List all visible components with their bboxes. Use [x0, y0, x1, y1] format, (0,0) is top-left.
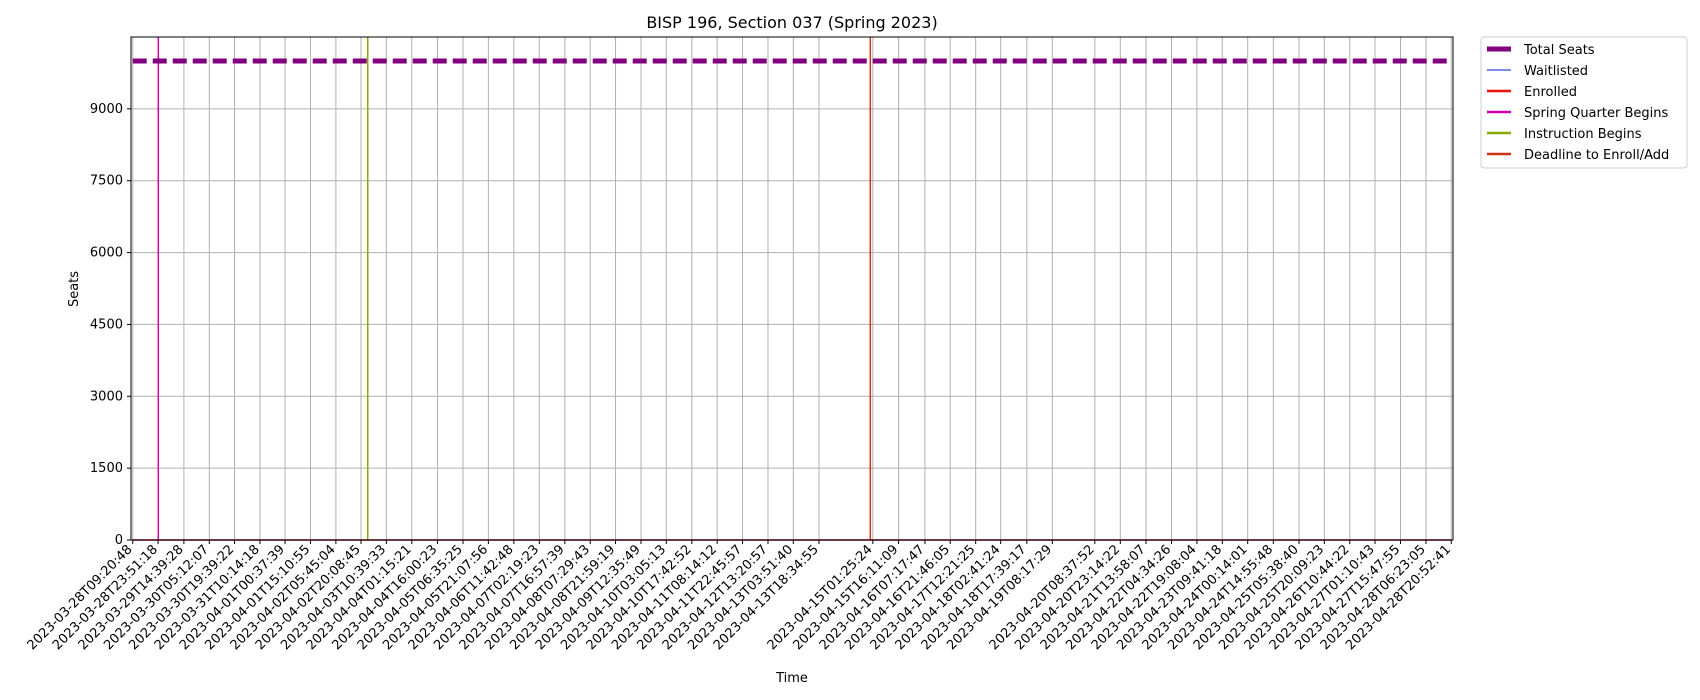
legend-label: Enrolled	[1524, 85, 1577, 100]
legend-label: Waitlisted	[1524, 64, 1588, 79]
event-lines	[157, 37, 872, 540]
x-axis-label: Time	[775, 671, 808, 686]
grid-lines	[131, 37, 1453, 541]
y-tick-label: 6000	[90, 246, 123, 261]
chart-title: BISP 196, Section 037 (Spring 2023)	[646, 13, 937, 32]
x-axis-ticks: 2023-03-28T09:20:482023-03-28T23:51:1820…	[25, 540, 1454, 653]
legend-label: Instruction Begins	[1524, 127, 1642, 142]
y-tick-label: 4500	[90, 317, 123, 332]
y-tick-label: 3000	[90, 389, 123, 404]
legend-label: Total Seats	[1523, 43, 1595, 58]
y-tick-label: 0	[115, 533, 123, 548]
legend-box	[1480, 36, 1688, 169]
legend: Total Seats Waitlisted Enrolled Spring Quar…	[1480, 36, 1688, 169]
y-tick-label: 9000	[90, 102, 123, 117]
plot-background	[131, 37, 1453, 540]
legend-label: Spring Quarter Begins	[1524, 106, 1668, 121]
legend-label: Deadline to Enroll/Add	[1524, 148, 1669, 163]
plot-frame	[130, 36, 1454, 541]
y-tick-label: 1500	[90, 461, 123, 476]
y-axis-ticks: 0 1500 3000 4500 6000 7500 9000	[90, 102, 131, 548]
y-axis-label: Seats	[67, 271, 82, 307]
y-tick-label: 7500	[90, 174, 123, 189]
